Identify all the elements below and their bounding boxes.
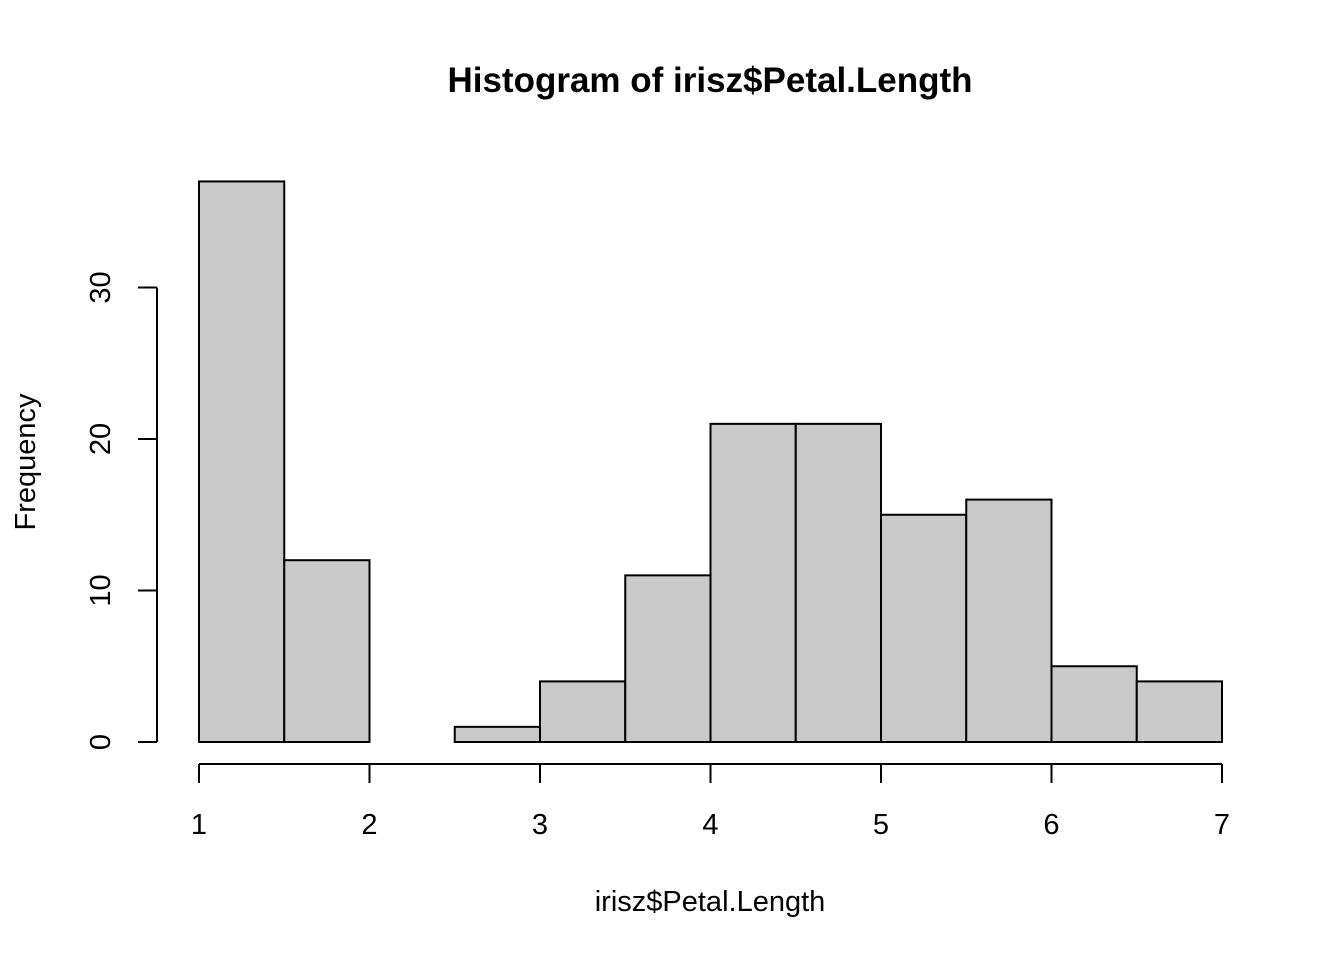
histogram-bar <box>624 574 712 743</box>
x-tick-label: 6 <box>1043 809 1059 841</box>
histogram-bar <box>1135 680 1223 744</box>
x-tick-label: 1 <box>191 809 207 841</box>
histogram-bar <box>1050 665 1138 743</box>
histogram-bar <box>965 498 1053 743</box>
bars-group <box>198 180 1223 744</box>
x-axis: 1 2 3 4 5 6 7 <box>191 763 1230 841</box>
chart-title: Histogram of irisz$Petal.Length <box>447 61 972 100</box>
histogram-bar <box>880 513 968 743</box>
y-axis-label: Frequency <box>10 393 42 531</box>
y-tick-label: 10 <box>85 574 117 606</box>
y-axis: 0 10 20 30 <box>85 271 158 750</box>
y-tick-label: 20 <box>85 423 117 455</box>
x-axis-label: irisz$Petal.Length <box>595 886 826 918</box>
histogram-bar <box>453 725 541 743</box>
histogram-bar <box>198 180 286 743</box>
x-tick-label: 4 <box>702 809 718 841</box>
histogram-bar <box>709 422 797 743</box>
y-tick-label: 30 <box>85 271 117 303</box>
y-tick-label: 0 <box>85 734 117 750</box>
x-tick-label: 2 <box>361 809 377 841</box>
x-tick-label: 7 <box>1214 809 1230 841</box>
histogram-bar <box>283 559 371 744</box>
x-tick-label: 5 <box>873 809 889 841</box>
x-tick-label: 3 <box>532 809 548 841</box>
histogram-bar <box>794 422 882 743</box>
histogram-bar <box>539 680 627 744</box>
